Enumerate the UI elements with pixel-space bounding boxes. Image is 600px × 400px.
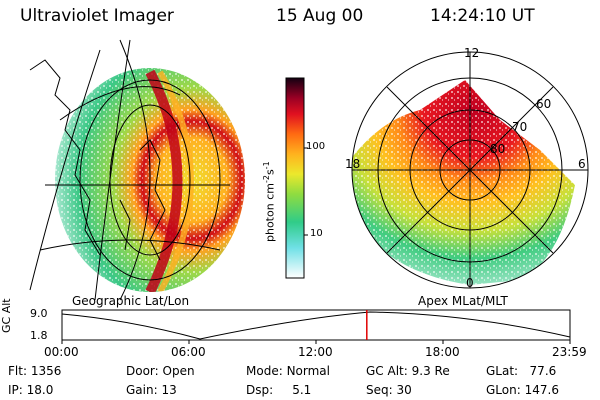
time-tick-4: 23:59 — [552, 345, 587, 359]
gcalt-info: GC Alt: 9.3 Re — [366, 364, 450, 378]
mlt-6-label: 6 — [578, 157, 586, 171]
lat-70-label: 70 — [512, 120, 528, 134]
lat-60-label: 60 — [536, 97, 552, 111]
mlt-0-label: 0 — [466, 276, 474, 290]
alt-tick-9: 9.0 — [30, 307, 48, 320]
altitude-plot — [61, 309, 571, 344]
mode-info: Mode: Normal — [246, 364, 330, 378]
polar-image — [351, 51, 589, 289]
time-tick-1: 06:00 — [171, 345, 206, 359]
mlt-18-label: 18 — [345, 157, 361, 171]
date-label: 15 Aug 00 — [276, 6, 364, 26]
glon-info: GLon: 147.6 — [486, 383, 559, 397]
door-info: Door: Open — [126, 364, 195, 378]
time-tick-2: 12:00 — [298, 345, 333, 359]
colorbar-unit-label: photon cm-2s-1 — [262, 161, 277, 242]
alt-tick-1: 1.8 — [30, 329, 48, 342]
geographic-image — [29, 39, 245, 301]
lat-80-label: 80 — [490, 142, 506, 156]
polar-panel-label: Apex MLat/MLT — [418, 294, 508, 308]
time-tick-3: 18:00 — [425, 345, 460, 359]
time-label: 14:24:10 UT — [430, 6, 535, 26]
alt-ylabel: GC Alt — [0, 298, 13, 333]
instrument-title: Ultraviolet Imager — [20, 6, 174, 26]
glat-info: GLat: 77.6 — [486, 364, 557, 378]
mlt-12-label: 12 — [464, 46, 480, 60]
gain-info: Gain: 13 — [126, 383, 177, 397]
color-bar — [285, 77, 308, 279]
geo-panel-label: Geographic Lat/Lon — [72, 294, 190, 308]
seq-info: Seq: 30 — [366, 383, 412, 397]
ip-info: IP: 18.0 — [8, 383, 54, 397]
flt-info: Flt: 1356 — [8, 364, 62, 378]
dsp-info: Dsp: 5.1 — [246, 383, 312, 397]
colorbar-tick-10: 10 — [310, 228, 323, 239]
time-tick-0: 00:00 — [44, 345, 79, 359]
colorbar-tick-100: 100 — [306, 141, 326, 152]
